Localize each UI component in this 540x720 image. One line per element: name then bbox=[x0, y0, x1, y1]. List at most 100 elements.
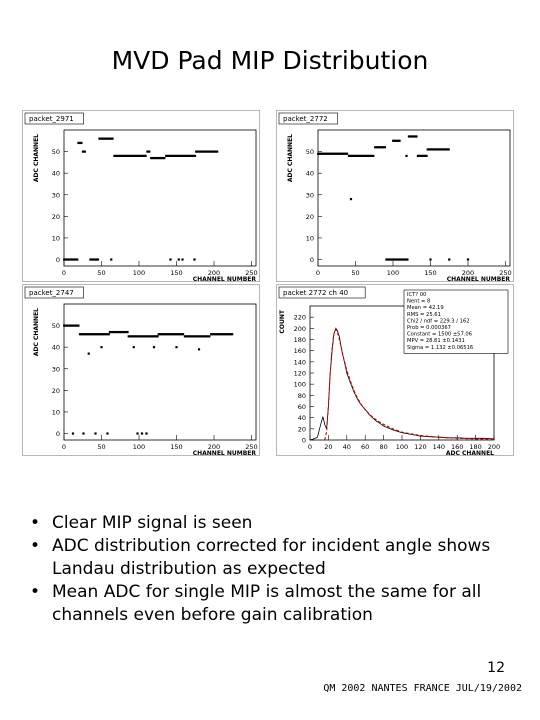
data-point bbox=[146, 150, 149, 153]
data-point bbox=[83, 333, 86, 336]
data-point bbox=[143, 154, 146, 158]
data-point bbox=[104, 333, 107, 336]
data-point bbox=[67, 258, 70, 261]
data-point bbox=[160, 156, 163, 160]
data-point bbox=[381, 146, 384, 149]
data-point bbox=[437, 148, 440, 151]
data-point bbox=[78, 141, 81, 145]
stats-row: Constant = 1500 ±57.06 bbox=[407, 332, 472, 338]
data-point bbox=[425, 154, 428, 158]
data-point bbox=[331, 152, 334, 155]
data-point bbox=[107, 137, 110, 140]
data-point bbox=[385, 258, 388, 261]
data-point bbox=[207, 335, 210, 338]
data-point bbox=[222, 333, 225, 336]
plot-frame bbox=[63, 129, 257, 267]
plot-canvas bbox=[276, 110, 514, 282]
data-point bbox=[216, 150, 219, 153]
data-point bbox=[390, 258, 393, 261]
data-point bbox=[189, 154, 192, 158]
data-point bbox=[64, 258, 67, 261]
x-tick-label: 250 bbox=[245, 443, 257, 451]
data-point bbox=[144, 335, 147, 338]
y-axis-label: ADC CHANNEL bbox=[33, 308, 40, 356]
data-point bbox=[204, 150, 206, 153]
y-tick-label: 100 bbox=[294, 381, 306, 389]
plot-adc-distribution: packet 2772 ch 40 0 20 40 60 80 100 120 140 160 18… bbox=[276, 284, 514, 456]
x-tick-label: 100 bbox=[396, 443, 408, 451]
data-point bbox=[398, 139, 401, 142]
data-point bbox=[322, 152, 325, 155]
data-point bbox=[169, 333, 172, 336]
data-point bbox=[124, 154, 127, 158]
data-point bbox=[108, 333, 110, 336]
data-point bbox=[397, 139, 400, 142]
data-point bbox=[412, 135, 415, 138]
data-point bbox=[103, 137, 106, 140]
data-point bbox=[130, 335, 133, 338]
data-point bbox=[406, 258, 409, 261]
data-point bbox=[389, 258, 392, 261]
data-point bbox=[420, 154, 423, 158]
data-point bbox=[87, 333, 90, 336]
plot-title-box bbox=[278, 286, 366, 299]
data-point bbox=[362, 154, 365, 158]
data-point bbox=[143, 335, 146, 338]
y-tick-label: 20 bbox=[52, 213, 60, 221]
data-point bbox=[105, 137, 107, 140]
data-point bbox=[106, 137, 109, 140]
data-point bbox=[68, 324, 71, 327]
data-point bbox=[208, 335, 211, 338]
data-point bbox=[148, 335, 151, 338]
x-tick-label: 50 bbox=[351, 269, 359, 277]
x-tick-label: 200 bbox=[462, 269, 474, 277]
x-tick-label: 250 bbox=[499, 269, 511, 277]
data-point bbox=[211, 150, 214, 153]
data-point bbox=[153, 156, 156, 160]
data-point bbox=[187, 154, 190, 158]
y-tick-label: 0 bbox=[310, 256, 314, 264]
data-point bbox=[213, 333, 216, 336]
data-point bbox=[338, 152, 341, 155]
data-point bbox=[180, 154, 183, 158]
data-point bbox=[422, 154, 425, 158]
data-point bbox=[122, 330, 125, 334]
data-point bbox=[332, 152, 335, 155]
data-point bbox=[142, 154, 145, 158]
data-point bbox=[74, 258, 77, 261]
x-tick-label: 0 bbox=[62, 443, 66, 451]
data-point bbox=[110, 258, 113, 261]
data-point bbox=[205, 150, 208, 153]
data-point bbox=[193, 154, 196, 158]
data-point bbox=[175, 346, 178, 349]
data-point bbox=[426, 148, 429, 151]
data-point bbox=[154, 335, 157, 338]
x-tick-label: 150 bbox=[170, 269, 182, 277]
data-point bbox=[126, 154, 129, 158]
data-point bbox=[133, 335, 136, 338]
y-tick-label: 10 bbox=[52, 408, 60, 416]
page-number: 12 bbox=[487, 660, 505, 676]
data-point bbox=[398, 258, 401, 261]
data-point bbox=[429, 148, 432, 151]
x-tick-label: 250 bbox=[245, 269, 257, 277]
data-point bbox=[165, 333, 168, 336]
data-point bbox=[189, 335, 192, 338]
y-tick-label: 10 bbox=[52, 234, 60, 242]
data-point bbox=[128, 335, 131, 338]
data-point bbox=[399, 258, 402, 261]
x-axis-label: CHANNEL NUMBER bbox=[193, 276, 257, 282]
data-point bbox=[432, 148, 435, 151]
data-point bbox=[70, 324, 73, 327]
y-axis-label: COUNT bbox=[279, 309, 286, 333]
data-point bbox=[410, 135, 412, 138]
data-point bbox=[110, 137, 113, 140]
data-point bbox=[79, 141, 82, 145]
data-point bbox=[197, 335, 200, 338]
plot-packet-2772: packet_2772 0 10 20 30 40 50 0 50 100 150 200 250CHA… bbox=[276, 110, 514, 282]
plot-title: packet 2772 ch 40 bbox=[283, 289, 348, 297]
y-tick-label: 140 bbox=[294, 358, 306, 366]
x-axis-label: CHANNEL NUMBER bbox=[447, 276, 511, 282]
data-point bbox=[131, 154, 134, 158]
data-point bbox=[188, 154, 191, 158]
